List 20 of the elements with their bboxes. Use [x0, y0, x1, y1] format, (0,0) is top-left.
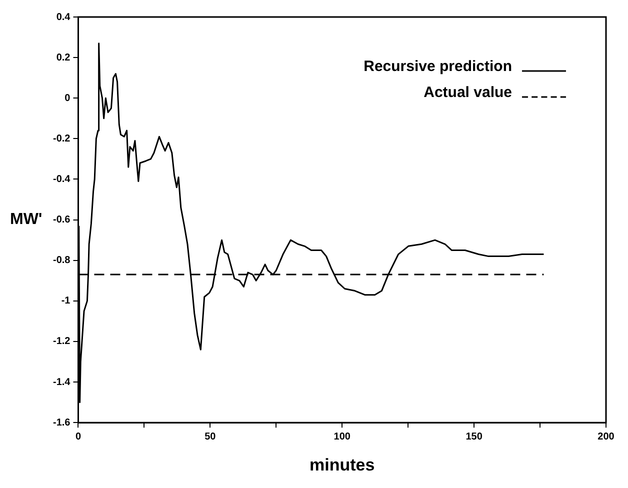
- x-tick-label: 0: [75, 431, 82, 442]
- y-axis-title: MW': [10, 211, 42, 228]
- x-axis-title: minutes: [310, 455, 375, 474]
- x-tick-label: 100: [334, 431, 351, 442]
- y-tick-label: -1: [61, 296, 71, 307]
- y-tick-label: -0.6: [52, 214, 71, 226]
- y-tick-label: -0.4: [52, 174, 71, 185]
- legend-label: Actual value: [424, 84, 512, 102]
- y-tick-label: -0.8: [52, 255, 71, 266]
- y-tick-label: -1.6: [52, 417, 71, 428]
- x-tick-label: 200: [598, 431, 615, 442]
- x-tick-label: 150: [466, 431, 483, 442]
- y-tick-label: -1.2: [52, 336, 71, 348]
- y-tick-label: -0.2: [52, 133, 71, 144]
- legend-label: Recursive prediction: [364, 58, 512, 76]
- y-tick-label: 0: [64, 92, 71, 104]
- y-tick-label: 0.2: [56, 52, 71, 64]
- y-tick-label: -1.4: [52, 376, 71, 388]
- y-tick-label: 0.4: [56, 12, 71, 23]
- x-tick-label: 50: [204, 431, 216, 442]
